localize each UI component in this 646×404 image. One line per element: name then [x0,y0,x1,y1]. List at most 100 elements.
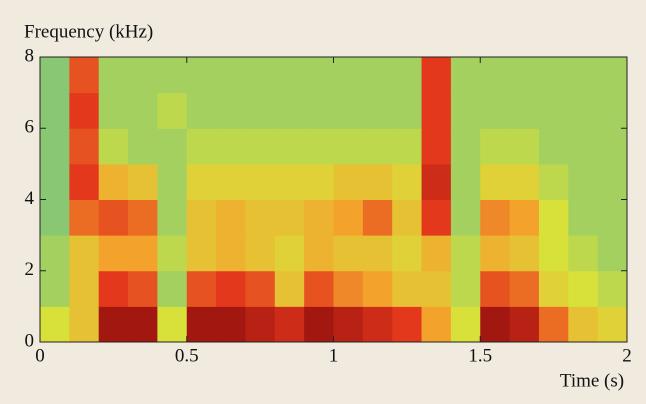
spectrogram-cell [509,163,540,200]
spectrogram-cell [480,163,511,200]
spectrogram-cell [362,270,393,307]
spectrogram-cell [333,92,364,129]
spectrogram-cell [538,199,569,236]
spectrogram-cell [69,235,100,272]
x-tick-label: 0 [35,345,45,366]
spectrogram-cell [421,128,452,165]
spectrogram-cell [538,128,569,165]
spectrogram-cell [304,57,334,94]
y-tick-label: 0 [25,330,35,351]
x-tick-label: 2 [622,345,632,366]
spectrogram-cell [274,270,305,307]
y-tick-label: 6 [25,117,35,138]
spectrogram-cell [245,270,276,307]
spectrogram-cell [568,128,599,165]
spectrogram-cell [538,235,569,272]
spectrogram-cell [333,128,364,165]
spectrogram-cell [421,235,452,272]
spectrogram-cell [245,57,276,94]
spectrogram-cell [274,163,305,200]
spectrogram-cell [392,235,423,272]
spectrogram-cell [128,235,158,272]
spectrogram-cell [157,57,188,94]
spectrogram-cell [157,92,188,129]
spectrogram-cell [157,199,188,236]
spectrogram-cell [98,270,129,307]
spectrogram-cell [538,92,569,129]
spectrogram-cell [304,128,334,165]
spectrogram-cell [450,199,481,236]
spectrogram-cell [597,235,628,272]
spectrogram-cell [333,235,364,272]
spectrogram-cell [568,199,599,236]
spectrogram-cell [450,163,481,200]
spectrogram-cell [40,199,70,236]
spectrogram-cell [362,199,393,236]
spectrogram-cell [216,92,246,129]
spectrogram-cell [392,57,423,94]
spectrogram-cell [216,199,246,236]
spectrogram-cell [509,57,540,94]
spectrogram-cell [421,270,452,307]
spectrogram-cell [216,128,246,165]
spectrogram-cell [480,128,511,165]
spectrogram-cell [40,57,70,94]
spectrogram-cell [186,235,217,272]
spectrogram-cell [69,128,100,165]
spectrogram-cell [274,128,305,165]
spectrogram-cell [157,235,188,272]
spectrogram-cell [40,163,70,200]
spectrogram-cell [216,306,246,343]
spectrogram-cell [274,235,305,272]
spectrogram-cell [362,235,393,272]
spectrogram-cell [216,270,246,307]
spectrogram-cell [333,306,364,343]
spectrogram-cell [538,57,569,94]
spectrogram-cell [509,92,540,129]
spectrogram-cell [304,270,334,307]
spectrogram-cell [362,306,393,343]
spectrogram-cell [421,199,452,236]
spectrogram-cell [128,128,158,165]
spectrogram-cell [245,128,276,165]
spectrogram-cell [333,270,364,307]
spectrogram-cell [69,163,100,200]
spectrogram-cell [362,128,393,165]
spectrogram-cell [480,199,511,236]
spectrogram-cell [98,199,129,236]
spectrogram-cell [362,163,393,200]
spectrogram-cell [450,235,481,272]
spectrogram-cell [480,235,511,272]
spectrogram-cell [40,235,70,272]
spectrogram-cell [186,163,217,200]
spectrogram-cell [245,235,276,272]
spectrogram-cell [362,92,393,129]
spectrogram-cell [69,270,100,307]
spectrogram-cell [69,199,100,236]
spectrogram-cell [421,92,452,129]
spectrogram-cell [304,163,334,200]
y-tick-label: 8 [25,45,35,66]
spectrogram-cell [421,163,452,200]
spectrogram-cell [450,128,481,165]
x-axis-label: Time (s) [560,370,624,391]
spectrogram-cell [597,128,628,165]
x-tick-label: 1 [329,345,339,366]
spectrogram-cell [186,199,217,236]
spectrogram-cell [450,306,481,343]
spectrogram-cell [509,270,540,307]
spectrogram-cell [568,57,599,94]
spectrogram-cell [333,57,364,94]
spectrogram-cell [597,306,628,343]
spectrogram-cell [98,92,129,129]
spectrogram-cell [450,57,481,94]
spectrogram-cell [509,235,540,272]
spectrogram-cell [509,128,540,165]
spectrogram-cell [186,270,217,307]
spectrogram-cell [128,163,158,200]
spectrogram-cell [304,235,334,272]
spectrogram-cell [98,128,129,165]
spectrogram-cell [421,306,452,343]
spectrogram-cell [40,270,70,307]
y-axis-label: Frequency (kHz) [24,21,153,42]
